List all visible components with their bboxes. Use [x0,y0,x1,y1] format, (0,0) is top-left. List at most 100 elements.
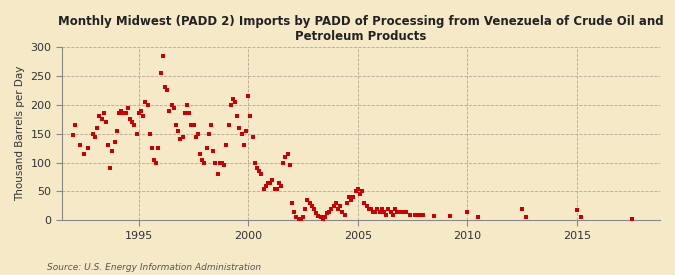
Point [291,215,302,220]
Point [365,207,376,211]
Point [313,213,324,218]
Point [300,207,310,211]
Point [326,207,337,211]
Point [387,212,398,217]
Point [94,114,105,119]
Point [87,131,98,136]
Text: Source: U.S. Energy Information Administration: Source: U.S. Energy Information Administ… [47,263,261,272]
Title: Monthly Midwest (PADD 2) Imports by PADD of Processing from Venezuela of Crude O: Monthly Midwest (PADD 2) Imports by PADD… [58,15,664,43]
Point [389,207,400,211]
Point [348,195,359,199]
Point [357,189,368,194]
Point [317,217,328,221]
Point [210,160,221,165]
Point [159,85,170,90]
Point [120,111,131,116]
Point [247,134,258,139]
Point [177,134,188,139]
Point [113,111,124,116]
Point [78,152,89,156]
Point [275,183,286,188]
Point [259,186,269,191]
Point [83,146,94,150]
Point [90,134,101,139]
Point [337,210,348,214]
Point [203,131,214,136]
Point [462,210,472,214]
Point [363,207,374,211]
Point [392,210,402,214]
Point [230,100,240,104]
Point [142,103,153,107]
Point [92,126,103,130]
Point [282,152,293,156]
Point [304,201,315,205]
Y-axis label: Thousand Barrels per Day: Thousand Barrels per Day [15,66,25,201]
Point [118,111,129,116]
Point [164,108,175,113]
Point [308,207,319,211]
Point [372,207,383,211]
Point [227,97,238,101]
Point [131,131,142,136]
Point [409,212,420,217]
Point [111,128,122,133]
Point [278,160,289,165]
Point [306,204,317,208]
Point [144,131,155,136]
Point [626,217,637,221]
Point [129,123,140,127]
Point [374,210,385,214]
Point [284,163,295,168]
Point [394,210,405,214]
Point [377,207,387,211]
Point [280,155,291,159]
Point [127,120,138,124]
Point [68,133,78,137]
Point [333,207,344,211]
Point [396,210,407,214]
Point [352,186,363,191]
Point [107,149,118,153]
Point [116,108,127,113]
Point [271,186,282,191]
Point [217,160,227,165]
Point [252,166,263,170]
Point [151,160,162,165]
Point [383,207,394,211]
Point [354,192,365,197]
Point [263,181,273,185]
Point [215,160,225,165]
Point [70,123,80,127]
Point [186,123,196,127]
Point [197,158,208,162]
Point [125,117,136,121]
Point [340,212,350,217]
Point [74,143,85,147]
Point [208,149,219,153]
Point [168,105,179,110]
Point [148,158,159,162]
Point [261,183,271,188]
Point [109,140,120,144]
Point [192,131,203,136]
Point [296,217,306,221]
Point [182,103,192,107]
Point [162,88,173,92]
Point [180,111,190,116]
Point [166,103,177,107]
Point [188,123,199,127]
Point [385,210,396,214]
Point [140,100,151,104]
Point [155,71,166,75]
Point [381,212,392,217]
Point [184,111,194,116]
Point [344,195,354,199]
Point [243,94,254,98]
Point [234,126,245,130]
Point [96,117,107,121]
Point [319,215,330,220]
Point [245,114,256,119]
Point [254,169,265,174]
Point [331,201,342,205]
